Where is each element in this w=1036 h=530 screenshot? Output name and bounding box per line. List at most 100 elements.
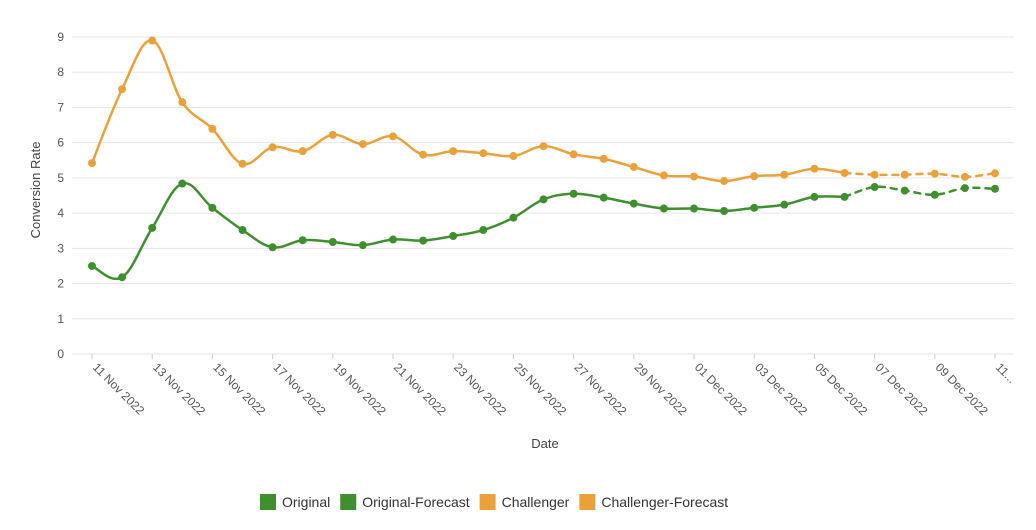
- x-axis-ticks: 11 Nov 2022 13 Nov 2022 15 Nov 2022 17 Nov …: [90, 354, 1019, 418]
- data-point-original[interactable]: [750, 203, 759, 212]
- data-point-challenger[interactable]: [720, 177, 729, 186]
- data-point-challenger[interactable]: [358, 140, 367, 149]
- data-point-original[interactable]: [419, 236, 428, 245]
- x-tick-label: 19 Nov 2022: [331, 360, 389, 418]
- legend-swatch: [479, 494, 496, 510]
- data-point-challenger[interactable]: [449, 147, 458, 156]
- y-tick-label: 9: [57, 30, 64, 44]
- x-tick-label: 23 Nov 2022: [451, 360, 509, 418]
- legend-item-challenger-forecast[interactable]: Challenger-Forecast: [579, 494, 728, 510]
- data-point-challenger[interactable]: [88, 159, 96, 168]
- data-point-original-forecast[interactable]: [991, 184, 999, 193]
- legend-item-original-forecast[interactable]: Original-Forecast: [340, 494, 470, 510]
- x-tick-label: 15 Nov 2022: [210, 360, 268, 418]
- data-point-challenger[interactable]: [178, 98, 187, 107]
- x-tick-label: 03 Dec 2022: [752, 360, 810, 418]
- data-point-challenger[interactable]: [599, 154, 608, 163]
- data-point-challenger[interactable]: [539, 142, 548, 151]
- legend-label: Challenger-Forecast: [601, 494, 728, 510]
- y-tick-label: 0: [57, 347, 64, 361]
- data-point-original-forecast[interactable]: [870, 183, 879, 192]
- data-point-challenger[interactable]: [659, 171, 668, 180]
- data-point-challenger[interactable]: [780, 170, 789, 179]
- legend-label: Original: [282, 494, 330, 510]
- data-point-challenger[interactable]: [148, 36, 157, 45]
- data-point-challenger[interactable]: [238, 159, 247, 168]
- data-point-challenger-forecast[interactable]: [991, 169, 999, 178]
- x-tick-label: 13 Nov 2022: [150, 360, 208, 418]
- data-point-original[interactable]: [810, 192, 819, 201]
- data-point-original[interactable]: [238, 226, 247, 235]
- data-point-challenger[interactable]: [569, 150, 578, 159]
- series-points: [88, 36, 999, 282]
- data-point-original[interactable]: [118, 273, 127, 282]
- data-point-challenger[interactable]: [298, 147, 307, 156]
- data-point-challenger-forecast[interactable]: [900, 170, 909, 179]
- y-tick-label: 4: [57, 206, 64, 220]
- data-point-challenger[interactable]: [840, 168, 849, 177]
- data-point-original[interactable]: [358, 241, 367, 250]
- x-tick-label: 09 Dec 2022: [933, 360, 991, 418]
- data-point-original[interactable]: [178, 179, 187, 188]
- data-point-original[interactable]: [298, 236, 307, 245]
- data-point-original[interactable]: [780, 200, 789, 209]
- data-point-original[interactable]: [690, 204, 698, 213]
- data-point-original-forecast[interactable]: [900, 186, 909, 195]
- data-point-challenger[interactable]: [750, 172, 759, 181]
- y-tick-label: 1: [57, 312, 64, 326]
- data-point-challenger[interactable]: [629, 162, 638, 171]
- series-line-original: [90, 181, 846, 281]
- data-point-original-forecast[interactable]: [960, 184, 969, 193]
- data-point-challenger[interactable]: [419, 150, 428, 159]
- data-point-challenger[interactable]: [810, 164, 819, 173]
- x-tick-label: 21 Nov 2022: [391, 360, 449, 418]
- data-point-original[interactable]: [389, 235, 397, 244]
- data-point-original[interactable]: [599, 193, 608, 202]
- x-tick-label: 05 Dec 2022: [812, 360, 870, 418]
- data-point-challenger[interactable]: [328, 130, 337, 139]
- data-point-original[interactable]: [659, 204, 668, 213]
- data-point-challenger-forecast[interactable]: [930, 169, 939, 178]
- y-tick-label: 6: [57, 136, 64, 150]
- legend-swatch: [340, 494, 357, 510]
- data-point-challenger[interactable]: [389, 132, 397, 141]
- legend-swatch: [260, 494, 276, 510]
- data-point-original[interactable]: [148, 223, 157, 232]
- series-line-challenger: [90, 39, 846, 183]
- legend-item-challenger[interactable]: Challenger: [479, 494, 570, 510]
- data-point-original[interactable]: [479, 226, 488, 235]
- data-point-challenger[interactable]: [690, 172, 698, 181]
- y-tick-label: 2: [57, 277, 64, 291]
- series-line-challenger-forecast: [843, 171, 997, 179]
- x-tick-label: 25 Nov 2022: [511, 360, 569, 418]
- legend-label: Original-Forecast: [362, 494, 469, 510]
- data-point-original[interactable]: [509, 213, 518, 222]
- data-point-challenger[interactable]: [479, 149, 488, 158]
- data-point-original[interactable]: [840, 192, 849, 201]
- gridlines: [72, 36, 1014, 355]
- data-point-original[interactable]: [449, 232, 458, 241]
- y-tick-label: 7: [57, 100, 64, 114]
- data-point-original[interactable]: [328, 237, 337, 246]
- data-point-challenger[interactable]: [509, 152, 518, 161]
- y-axis-ticks: 0 1 2 3 4 5 6 7 8 9: [57, 30, 64, 361]
- data-point-challenger[interactable]: [118, 85, 127, 94]
- data-point-challenger-forecast[interactable]: [960, 172, 969, 181]
- data-point-original[interactable]: [268, 243, 277, 252]
- data-point-original-forecast[interactable]: [930, 190, 939, 199]
- data-point-original[interactable]: [88, 261, 96, 270]
- data-point-original[interactable]: [720, 206, 729, 215]
- data-point-original[interactable]: [569, 189, 578, 198]
- y-axis-title: Conversion Rate: [28, 142, 43, 239]
- x-tick-label: 01 Dec 2022: [692, 360, 750, 418]
- legend: Original Original-Forecast Challenger Chall…: [260, 494, 728, 510]
- x-axis-title: Date: [531, 436, 558, 451]
- data-point-challenger[interactable]: [208, 124, 217, 133]
- x-tick-label: 29 Nov 2022: [632, 360, 690, 418]
- data-point-original[interactable]: [629, 199, 638, 208]
- data-point-original[interactable]: [539, 195, 548, 204]
- data-point-challenger[interactable]: [268, 143, 277, 152]
- data-point-challenger-forecast[interactable]: [870, 170, 879, 179]
- legend-item-original[interactable]: Original: [260, 494, 330, 510]
- data-point-original[interactable]: [208, 203, 217, 212]
